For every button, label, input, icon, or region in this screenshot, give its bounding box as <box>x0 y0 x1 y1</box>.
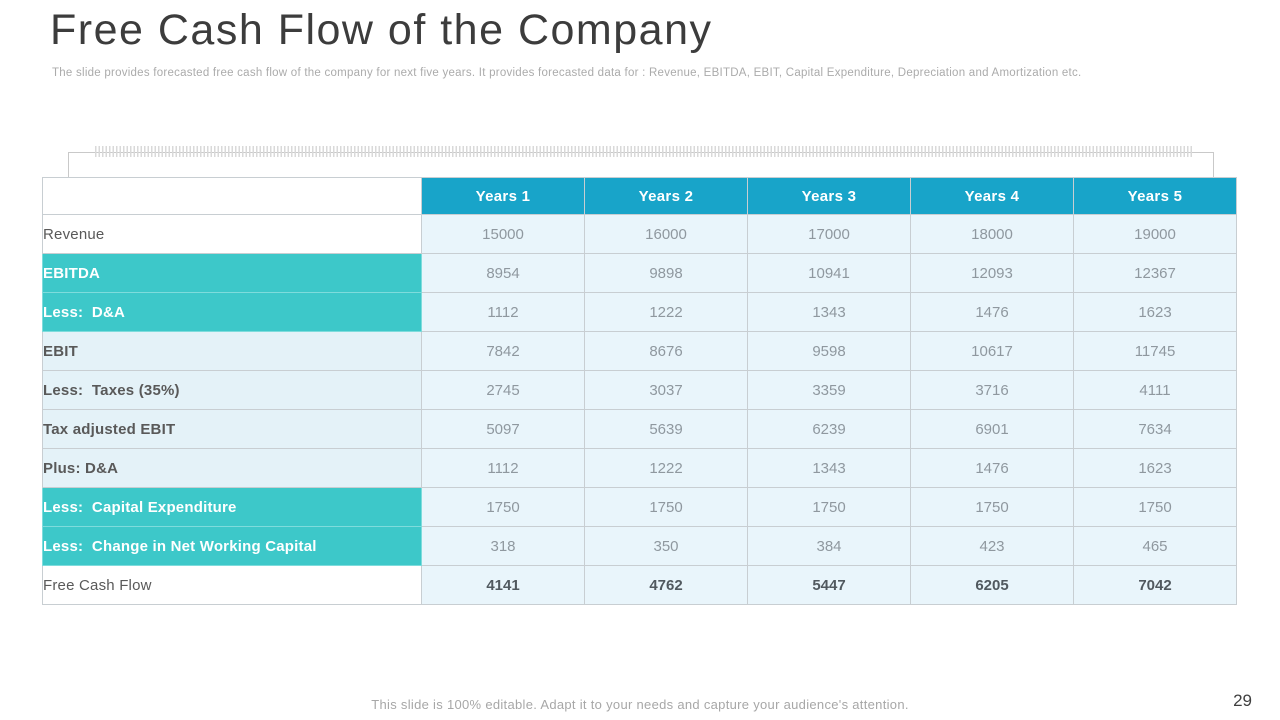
value-cell: 1750 <box>584 487 748 527</box>
value-cell: 423 <box>910 526 1074 566</box>
table-row-less-capex: Less: Capital Expenditure 1750 1750 1750… <box>42 487 1237 527</box>
row-label-ebitda: EBITDA <box>42 253 422 293</box>
table-row-tax-adjusted-ebit: Tax adjusted EBIT 5097 5639 6239 6901 76… <box>42 409 1237 449</box>
value-cell: 11745 <box>1073 331 1237 371</box>
value-cell: 1750 <box>1073 487 1237 527</box>
table-row-revenue: Revenue 15000 16000 17000 18000 19000 <box>42 214 1237 254</box>
footer-note: This slide is 100% editable. Adapt it to… <box>371 697 909 712</box>
table-row-less-nwc-change: Less: Change in Net Working Capital 318 … <box>42 526 1237 566</box>
value-cell: 16000 <box>584 214 748 254</box>
col-header-years-2: Years 2 <box>584 177 748 215</box>
value-cell: 1112 <box>421 448 585 488</box>
table-row-ebit: EBIT 7842 8676 9598 10617 11745 <box>42 331 1237 371</box>
value-cell: 6205 <box>910 565 1074 605</box>
value-cell: 1222 <box>584 448 748 488</box>
value-cell: 318 <box>421 526 585 566</box>
value-cell: 4141 <box>421 565 585 605</box>
value-cell: 1476 <box>910 292 1074 332</box>
row-label-plus-da: Plus: D&A <box>42 448 422 488</box>
value-cell: 15000 <box>421 214 585 254</box>
value-cell: 12093 <box>910 253 1074 293</box>
value-cell: 3037 <box>584 370 748 410</box>
value-cell: 8954 <box>421 253 585 293</box>
row-label-ebit: EBIT <box>42 331 422 371</box>
value-cell: 7042 <box>1073 565 1237 605</box>
value-cell: 9598 <box>747 331 911 371</box>
free-cash-flow-table: Years 1 Years 2 Years 3 Years 4 Years 5 … <box>42 177 1237 605</box>
value-cell: 5639 <box>584 409 748 449</box>
value-cell: 5097 <box>421 409 585 449</box>
value-cell: 4111 <box>1073 370 1237 410</box>
value-cell: 10941 <box>747 253 911 293</box>
row-label-less-capex: Less: Capital Expenditure <box>42 487 422 527</box>
value-cell: 2745 <box>421 370 585 410</box>
col-header-years-1: Years 1 <box>421 177 585 215</box>
value-cell: 1623 <box>1073 448 1237 488</box>
slide-subtitle: The slide provides forecasted free cash … <box>52 67 1082 79</box>
value-cell: 1343 <box>747 448 911 488</box>
row-label-revenue: Revenue <box>42 214 422 254</box>
value-cell: 1750 <box>747 487 911 527</box>
value-cell: 7634 <box>1073 409 1237 449</box>
value-cell: 18000 <box>910 214 1074 254</box>
value-cell: 1343 <box>747 292 911 332</box>
value-cell: 1476 <box>910 448 1074 488</box>
hatched-band-decoration <box>95 146 1192 157</box>
value-cell: 1750 <box>421 487 585 527</box>
value-cell: 10617 <box>910 331 1074 371</box>
value-cell: 1750 <box>910 487 1074 527</box>
value-cell: 19000 <box>1073 214 1237 254</box>
value-cell: 4762 <box>584 565 748 605</box>
value-cell: 17000 <box>747 214 911 254</box>
table-row-less-da: Less: D&A 1112 1222 1343 1476 1623 <box>42 292 1237 332</box>
value-cell: 7842 <box>421 331 585 371</box>
value-cell: 1112 <box>421 292 585 332</box>
value-cell: 9898 <box>584 253 748 293</box>
table-header-row: Years 1 Years 2 Years 3 Years 4 Years 5 <box>42 177 1237 215</box>
value-cell: 384 <box>747 526 911 566</box>
table-row-plus-da: Plus: D&A 1112 1222 1343 1476 1623 <box>42 448 1237 488</box>
row-label-less-nwc-change: Less: Change in Net Working Capital <box>42 526 422 566</box>
row-label-free-cash-flow: Free Cash Flow <box>42 565 422 605</box>
value-cell: 1623 <box>1073 292 1237 332</box>
value-cell: 350 <box>584 526 748 566</box>
col-header-years-3: Years 3 <box>747 177 911 215</box>
value-cell: 6901 <box>910 409 1074 449</box>
value-cell: 12367 <box>1073 253 1237 293</box>
col-header-years-5: Years 5 <box>1073 177 1237 215</box>
page-title: Free Cash Flow of the Company <box>50 6 713 54</box>
value-cell: 3716 <box>910 370 1074 410</box>
value-cell: 465 <box>1073 526 1237 566</box>
row-label-tax-adjusted-ebit: Tax adjusted EBIT <box>42 409 422 449</box>
table-row-less-taxes: Less: Taxes (35%) 2745 3037 3359 3716 41… <box>42 370 1237 410</box>
value-cell: 1222 <box>584 292 748 332</box>
page-number: 29 <box>1233 691 1252 710</box>
table-row-ebitda: EBITDA 8954 9898 10941 12093 12367 <box>42 253 1237 293</box>
col-header-years-4: Years 4 <box>910 177 1074 215</box>
value-cell: 5447 <box>747 565 911 605</box>
row-label-less-da: Less: D&A <box>42 292 422 332</box>
row-label-less-taxes: Less: Taxes (35%) <box>42 370 422 410</box>
corner-cell <box>42 177 422 215</box>
value-cell: 8676 <box>584 331 748 371</box>
value-cell: 3359 <box>747 370 911 410</box>
value-cell: 6239 <box>747 409 911 449</box>
table-row-free-cash-flow: Free Cash Flow 4141 4762 5447 6205 7042 <box>42 565 1237 605</box>
